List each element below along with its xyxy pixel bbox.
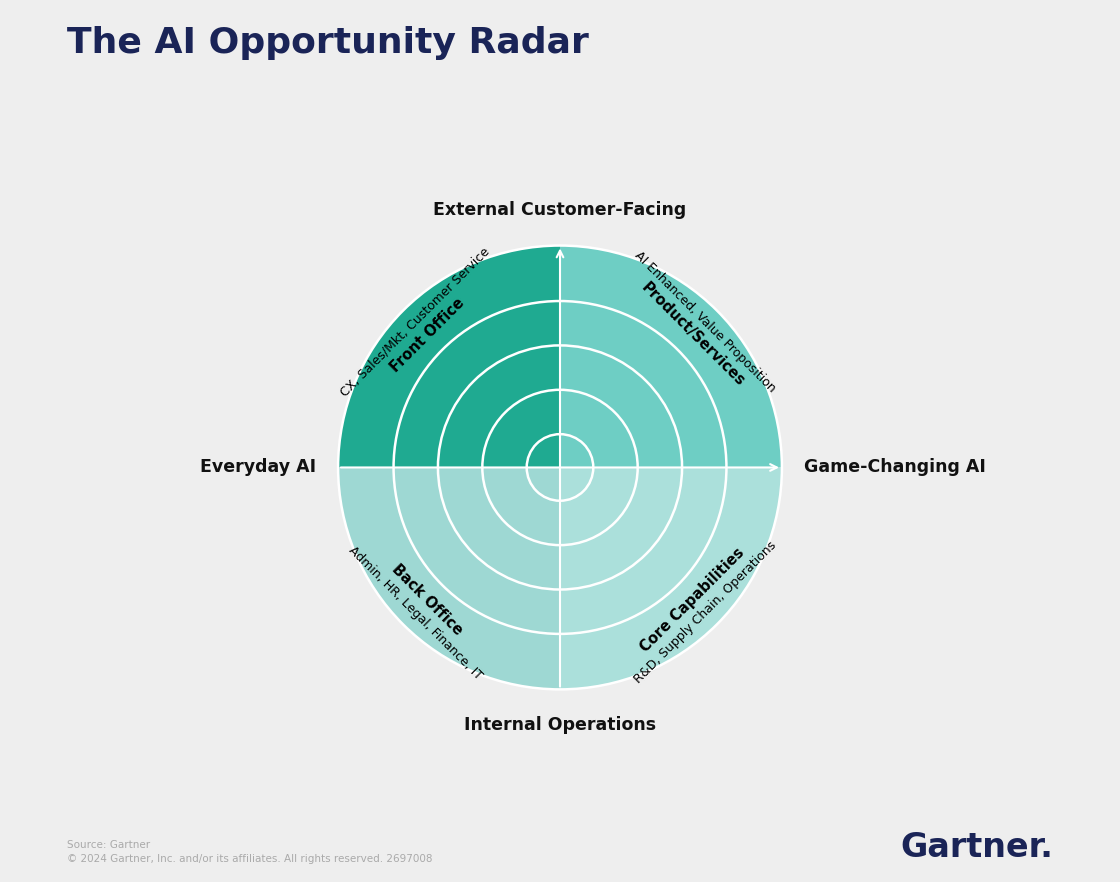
Text: External Customer-Facing: External Customer-Facing <box>433 201 687 219</box>
Text: The AI Opportunity Radar: The AI Opportunity Radar <box>67 26 589 61</box>
Text: AI Enhanced, Value Proposition: AI Enhanced, Value Proposition <box>632 250 778 395</box>
Wedge shape <box>560 467 782 690</box>
Text: CX, Sales/Mkt, Customer Service: CX, Sales/Mkt, Customer Service <box>338 245 492 400</box>
Text: Gartner.: Gartner. <box>900 832 1053 864</box>
Text: Internal Operations: Internal Operations <box>464 716 656 734</box>
Text: Back Office: Back Office <box>389 562 466 639</box>
Text: Front Office: Front Office <box>388 295 467 375</box>
Text: Game-Changing AI: Game-Changing AI <box>804 459 986 476</box>
Text: Core Capabilities: Core Capabilities <box>637 545 747 655</box>
Text: R&D, Supply Chain, Operations: R&D, Supply Chain, Operations <box>632 539 778 686</box>
Wedge shape <box>338 467 560 690</box>
Text: Source: Gartner
© 2024 Gartner, Inc. and/or its affiliates. All rights reserved.: Source: Gartner © 2024 Gartner, Inc. and… <box>67 841 432 864</box>
Text: Admin, HR, Legal, Finance, IT: Admin, HR, Legal, Finance, IT <box>346 543 484 682</box>
Wedge shape <box>338 245 560 467</box>
Text: Everyday AI: Everyday AI <box>199 459 316 476</box>
Wedge shape <box>560 245 782 467</box>
Text: Product/Services: Product/Services <box>638 280 747 390</box>
